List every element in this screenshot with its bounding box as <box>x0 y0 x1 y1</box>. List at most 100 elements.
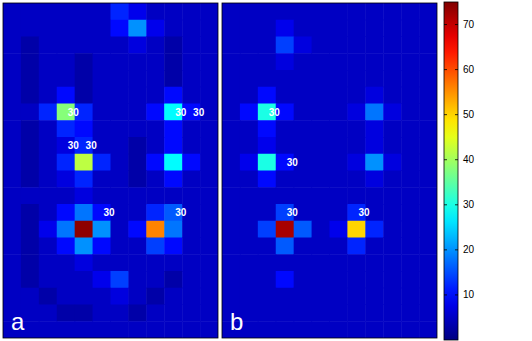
heatmap-cell <box>111 221 129 238</box>
heatmap-cell <box>401 305 419 322</box>
heatmap-cell <box>330 3 348 20</box>
heatmap-cell <box>182 288 200 305</box>
heatmap-cell <box>330 120 348 137</box>
heatmap-cell <box>222 120 240 137</box>
heatmap-cell <box>258 87 276 104</box>
heatmap-cell <box>365 20 383 37</box>
heatmap-cell <box>222 70 240 87</box>
heatmap-cell <box>222 87 240 104</box>
heatmap-cell <box>93 221 111 238</box>
heatmap-cell <box>419 53 437 70</box>
heatmap-cell <box>312 321 330 338</box>
heatmap-cell <box>276 288 294 305</box>
heatmap-cell <box>312 87 330 104</box>
heatmap-cell <box>200 288 218 305</box>
heatmap-cell <box>57 221 75 238</box>
heatmap-cell <box>3 37 21 54</box>
heatmap-cell <box>258 288 276 305</box>
heatmap-cell <box>200 171 218 188</box>
heatmap-cell <box>182 3 200 20</box>
heatmap-cell <box>164 288 182 305</box>
heatmap-cell <box>164 37 182 54</box>
heatmap-cell <box>222 271 240 288</box>
heatmap-cell <box>3 20 21 37</box>
figure: 30303030303030a30303030b10203040506070 <box>0 0 532 341</box>
heatmap-cell <box>146 3 164 20</box>
heatmap-cell <box>111 137 129 154</box>
heatmap-cell <box>312 154 330 171</box>
heatmap-cell <box>182 271 200 288</box>
panel-frame <box>222 3 437 338</box>
heatmap-cell <box>111 187 129 204</box>
heatmap-cell <box>330 171 348 188</box>
heatmap-cell <box>222 20 240 37</box>
heatmap-cell <box>146 137 164 154</box>
heatmap-cell <box>21 254 39 271</box>
heatmap-cell <box>383 288 401 305</box>
heatmap-cell <box>383 53 401 70</box>
heatmap-cell <box>365 70 383 87</box>
heatmap-cell <box>75 53 93 70</box>
heatmap-cell <box>182 305 200 322</box>
heatmap-cell <box>347 238 365 255</box>
heatmap-cell <box>182 154 200 171</box>
heatmap-cell <box>93 254 111 271</box>
heatmap-cell <box>111 154 129 171</box>
heatmap-cell <box>111 271 129 288</box>
heatmap-cell <box>146 154 164 171</box>
heatmap-cell <box>200 221 218 238</box>
heatmap-cell <box>383 305 401 322</box>
heatmap-cell <box>111 3 129 20</box>
heatmap-cell <box>383 238 401 255</box>
colorbar-tick-label: 30 <box>463 199 475 210</box>
heatmap-cell <box>276 254 294 271</box>
heatmap-cell <box>240 87 258 104</box>
colorbar-tick-label: 70 <box>463 19 475 30</box>
heatmap-cell <box>3 271 21 288</box>
heatmap-cell <box>419 305 437 322</box>
heatmap-cell <box>419 137 437 154</box>
heatmap-cell <box>347 137 365 154</box>
heatmap-cell <box>57 87 75 104</box>
heatmap-cell <box>383 137 401 154</box>
heatmap-cell <box>21 137 39 154</box>
heatmap-cell <box>347 104 365 121</box>
heatmap-cell <box>365 3 383 20</box>
heatmap-cell <box>182 187 200 204</box>
heatmap-cell <box>128 288 146 305</box>
heatmap-cell <box>276 53 294 70</box>
heatmap-cell <box>330 221 348 238</box>
colorbar-tick <box>444 24 447 25</box>
heatmap-cell <box>365 321 383 338</box>
contour-label: 30 <box>68 107 80 118</box>
heatmap-cell <box>401 321 419 338</box>
heatmap-cell <box>128 53 146 70</box>
contour-label: 30 <box>86 140 98 151</box>
heatmap-cell <box>182 137 200 154</box>
heatmap-cell <box>93 154 111 171</box>
heatmap-cell <box>57 254 75 271</box>
heatmap-cell <box>111 104 129 121</box>
heatmap-cell <box>146 305 164 322</box>
heatmap-cell <box>365 37 383 54</box>
heatmap-cell <box>3 70 21 87</box>
heatmap-cell <box>365 288 383 305</box>
heatmap-cell <box>39 70 57 87</box>
heatmap-cell <box>128 20 146 37</box>
heatmap-cell <box>240 221 258 238</box>
colorbar-tick-label: 10 <box>463 289 475 300</box>
heatmap-cell <box>401 271 419 288</box>
heatmap-panel <box>3 3 218 338</box>
heatmap-cell <box>93 37 111 54</box>
colorbar-tick-label: 60 <box>463 64 475 75</box>
colorbar-tick <box>455 294 458 295</box>
heatmap-cell <box>383 3 401 20</box>
heatmap-cell <box>401 154 419 171</box>
heatmap-cell <box>240 70 258 87</box>
heatmap-cell <box>128 321 146 338</box>
colorbar-tick <box>444 114 447 115</box>
heatmap-cell <box>200 120 218 137</box>
heatmap-cell <box>347 221 365 238</box>
heatmap-cell <box>128 70 146 87</box>
heatmap-cell <box>312 70 330 87</box>
